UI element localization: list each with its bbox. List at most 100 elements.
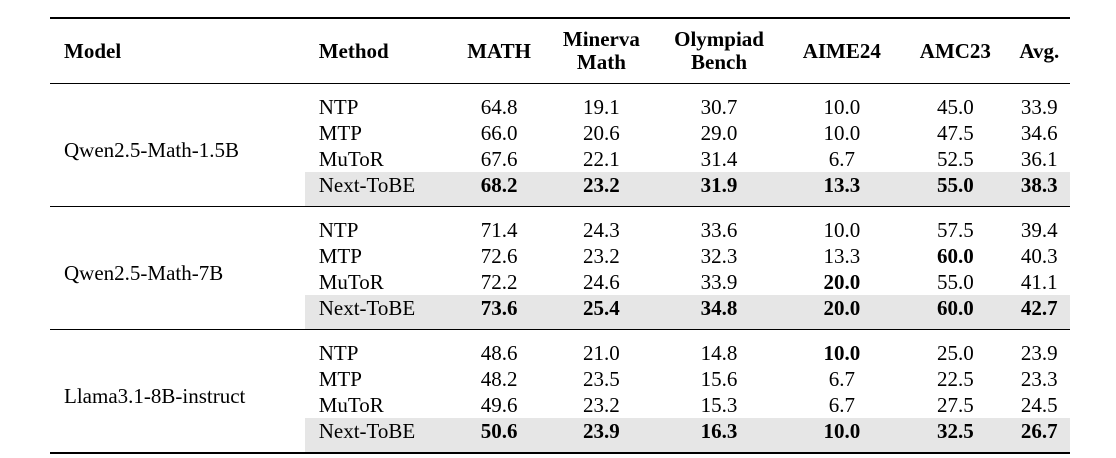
score-amc: 57.5 <box>936 218 974 242</box>
method-name: MuToR <box>318 270 384 294</box>
score-math: 71.4 <box>480 218 518 242</box>
score-aime: 20.0 <box>781 295 903 330</box>
score-math: 64.8 <box>480 95 518 119</box>
header-olympiad-line1: Olympiad <box>674 27 764 51</box>
score-minerva: 23.2 <box>546 172 657 207</box>
score-aime: 10.0 <box>823 218 861 242</box>
header-avg: Avg. <box>1019 38 1060 63</box>
score-amc: 52.5 <box>936 147 974 171</box>
table-row-highlighted: Next-ToBE 73.6 25.4 34.8 20.0 60.0 42.7 <box>50 295 1070 330</box>
score-olympiad: 30.7 <box>700 95 738 119</box>
header-row: Model Method MATH Minerva Math Olympiad … <box>50 18 1070 84</box>
model-name: Llama3.1-8B-instruct <box>64 384 246 408</box>
score-aime: 10.0 <box>823 341 861 365</box>
method-name: MuToR <box>318 147 384 171</box>
score-amc: 45.0 <box>936 95 974 119</box>
score-minerva: 24.6 <box>583 270 620 294</box>
score-amc: 55.0 <box>936 270 974 294</box>
score-minerva: 22.1 <box>583 147 620 171</box>
header-minerva-line1: Minerva <box>562 27 640 51</box>
table-row: MuToR 67.6 22.1 31.4 6.7 52.5 36.1 <box>50 146 1070 172</box>
score-math: 66.0 <box>480 121 518 145</box>
score-aime: 6.7 <box>828 147 855 171</box>
score-olympiad: 31.9 <box>656 172 782 207</box>
header-aime24: AIME24 <box>802 38 881 63</box>
score-avg: 33.9 <box>1020 95 1058 119</box>
table-row: Qwen2.5-Math-1.5B NTP 64.8 19.1 30.7 10.… <box>50 84 1070 162</box>
score-avg: 34.6 <box>1020 121 1058 145</box>
score-minerva: 25.4 <box>546 295 657 330</box>
header-math: MATH <box>467 38 531 63</box>
score-avg: 23.9 <box>1020 341 1058 365</box>
table-row: MTP 72.6 23.2 32.3 13.3 60.0 40.3 <box>50 243 1070 269</box>
score-aime: 10.0 <box>823 95 861 119</box>
score-olympiad: 15.3 <box>700 393 738 417</box>
header-amc23: AMC23 <box>919 38 991 63</box>
method-name: MuToR <box>318 393 384 417</box>
score-olympiad: 34.8 <box>656 295 782 330</box>
score-avg: 23.3 <box>1020 367 1058 391</box>
header-olympiad-bench: Olympiad Bench <box>657 18 782 84</box>
score-olympiad: 32.3 <box>700 244 738 268</box>
score-amc: 25.0 <box>936 341 974 365</box>
method-name: MTP <box>318 367 362 391</box>
header-minerva-line2: Math <box>576 50 626 74</box>
score-math: 67.6 <box>480 147 518 171</box>
score-amc: 32.5 <box>902 418 1009 453</box>
score-aime: 13.3 <box>823 244 861 268</box>
score-math: 48.6 <box>480 341 518 365</box>
score-olympiad: 33.6 <box>700 218 738 242</box>
header-model: Model <box>64 38 122 63</box>
model-name: Qwen2.5-Math-1.5B <box>64 138 239 162</box>
score-amc: 22.5 <box>936 367 974 391</box>
table-row: MTP 48.2 23.5 15.6 6.7 22.5 23.3 <box>50 366 1070 392</box>
header-method: Method <box>318 38 389 63</box>
table-row-highlighted: Next-ToBE 68.2 23.2 31.9 13.3 55.0 38.3 <box>50 172 1070 207</box>
score-minerva: 23.2 <box>583 244 620 268</box>
score-avg: 38.3 <box>1008 172 1070 207</box>
score-aime: 20.0 <box>823 270 861 294</box>
method-name: Next-ToBE <box>304 172 453 207</box>
results-table: Model Method MATH Minerva Math Olympiad … <box>50 17 1070 454</box>
score-aime: 6.7 <box>828 393 855 417</box>
score-math: 49.6 <box>480 393 518 417</box>
score-math: 72.6 <box>480 244 518 268</box>
score-amc: 60.0 <box>902 295 1009 330</box>
score-amc: 60.0 <box>936 244 974 268</box>
score-olympiad: 14.8 <box>700 341 738 365</box>
score-avg: 36.1 <box>1020 147 1058 171</box>
score-avg: 41.1 <box>1020 270 1058 294</box>
header-olympiad-line2: Bench <box>691 50 748 74</box>
score-amc: 27.5 <box>936 393 974 417</box>
score-minerva: 19.1 <box>583 95 620 119</box>
score-olympiad: 16.3 <box>656 418 782 453</box>
score-avg: 24.5 <box>1020 393 1058 417</box>
score-minerva: 23.9 <box>546 418 657 453</box>
score-minerva: 20.6 <box>583 121 620 145</box>
score-minerva: 21.0 <box>583 341 620 365</box>
score-math: 48.2 <box>480 367 518 391</box>
table-row: Qwen2.5-Math-7B NTP 71.4 24.3 33.6 10.0 … <box>50 207 1070 285</box>
score-minerva: 23.2 <box>583 393 620 417</box>
method-name: MTP <box>318 121 362 145</box>
header-minerva-math: Minerva Math <box>546 18 656 84</box>
score-olympiad: 33.9 <box>700 270 738 294</box>
score-olympiad: 29.0 <box>700 121 738 145</box>
method-name: NTP <box>318 218 359 242</box>
table-row: MuToR 72.2 24.6 33.9 20.0 55.0 41.1 <box>50 269 1070 295</box>
score-amc: 55.0 <box>902 172 1009 207</box>
score-avg: 40.3 <box>1020 244 1058 268</box>
score-avg: 26.7 <box>1008 418 1070 453</box>
method-name: Next-ToBE <box>304 295 453 330</box>
score-math: 68.2 <box>452 172 547 207</box>
score-math: 50.6 <box>452 418 547 453</box>
score-olympiad: 15.6 <box>700 367 738 391</box>
score-minerva: 23.5 <box>583 367 620 391</box>
model-group: Qwen2.5-Math-1.5B NTP 64.8 19.1 30.7 10.… <box>50 84 1070 207</box>
score-aime: 10.0 <box>781 418 903 453</box>
table-row: MuToR 49.6 23.2 15.3 6.7 27.5 24.5 <box>50 392 1070 418</box>
model-name: Qwen2.5-Math-7B <box>64 261 224 285</box>
score-avg: 39.4 <box>1020 218 1058 242</box>
score-avg: 42.7 <box>1008 295 1070 330</box>
method-name: Next-ToBE <box>304 418 453 453</box>
